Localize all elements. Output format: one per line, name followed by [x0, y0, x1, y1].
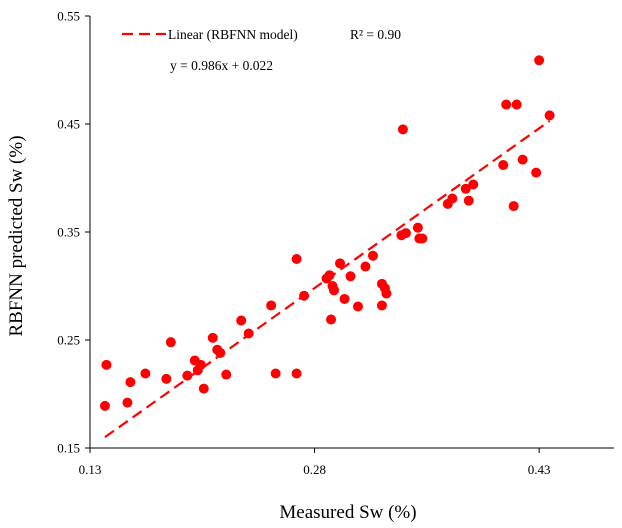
data-point: [498, 160, 509, 171]
data-point: [367, 250, 378, 261]
data-point: [339, 293, 350, 304]
data-point: [195, 359, 206, 370]
data-point: [161, 373, 172, 384]
y-axis-label: RBFNN predicted Sw (%): [6, 135, 27, 336]
y-tick-label: 0.15: [57, 441, 80, 456]
y-tick-label: 0.45: [57, 117, 80, 132]
data-point: [544, 110, 555, 121]
data-point: [221, 369, 232, 380]
y-tick-label: 0.55: [57, 9, 80, 24]
data-point: [345, 271, 356, 282]
data-point: [517, 154, 528, 165]
data-point: [299, 290, 310, 301]
data-point: [460, 183, 471, 194]
data-point: [376, 300, 387, 311]
data-point: [511, 99, 522, 110]
data-point: [412, 222, 423, 233]
x-tick-label: 0.13: [79, 462, 102, 477]
data-point: [324, 270, 335, 281]
data-point: [182, 370, 193, 381]
x-tick-label: 0.28: [303, 462, 326, 477]
data-point: [417, 233, 428, 244]
data-point: [534, 55, 545, 66]
data-point: [266, 300, 277, 311]
data-point: [326, 314, 337, 325]
data-point: [270, 368, 281, 379]
data-point: [165, 337, 176, 348]
data-point: [198, 383, 209, 394]
data-point: [99, 400, 110, 411]
data-point: [140, 368, 151, 379]
tick-labels: 0.13 0.28 0.43 0.15 0.25 0.35 0.45 0.55: [57, 9, 550, 478]
data-point: [463, 195, 474, 206]
ticks: [85, 15, 540, 453]
data-point: [215, 347, 226, 358]
data-point: [397, 124, 408, 135]
data-point: [501, 99, 512, 110]
equation-annotation: y = 0.986x + 0.022: [170, 58, 273, 73]
legend-label: Linear (RBFNN model): [168, 27, 298, 42]
data-point: [207, 332, 218, 343]
data-point: [468, 179, 479, 190]
data-point: [329, 285, 340, 296]
data-point: [291, 368, 302, 379]
r-squared-annotation: R² = 0.90: [350, 27, 401, 42]
x-axis-label: Measured Sw (%): [279, 502, 416, 523]
data-point: [122, 397, 133, 408]
data-point: [352, 301, 363, 312]
data-point: [243, 328, 254, 339]
data-point: [360, 261, 371, 272]
data-point: [381, 288, 392, 299]
data-point: [400, 228, 411, 239]
data-point: [101, 359, 112, 370]
data-point: [291, 254, 302, 264]
data-point: [508, 201, 519, 212]
data-point: [531, 167, 542, 178]
legend: Linear (RBFNN model) R² = 0.90 y = 0.986…: [122, 27, 401, 73]
data-point: [447, 193, 458, 204]
data-point: [125, 377, 136, 388]
data-point: [335, 258, 346, 269]
data-point: [236, 315, 247, 326]
data-points: [99, 55, 555, 411]
y-tick-label: 0.35: [57, 225, 80, 240]
y-tick-label: 0.25: [57, 333, 80, 348]
x-tick-label: 0.43: [528, 462, 551, 477]
